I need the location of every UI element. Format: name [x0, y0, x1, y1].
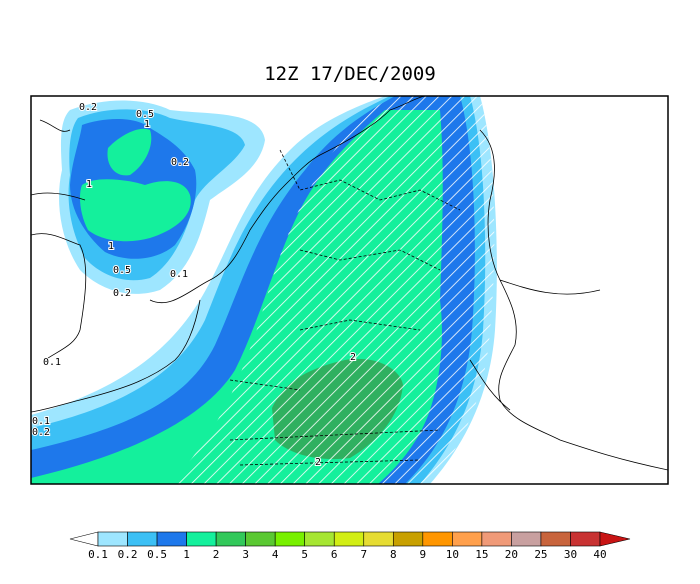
colorbar-label: 0.1 — [88, 548, 108, 561]
colorbar-under — [69, 531, 99, 547]
contour-label: 0.2 — [79, 102, 97, 113]
colorbar-box — [127, 531, 158, 547]
colorbar-over — [599, 531, 631, 547]
contour-label: 0.1 — [170, 269, 188, 280]
colorbar-label: 15 — [475, 548, 488, 561]
contour-label: 0.2 — [32, 427, 50, 438]
colorbar-box — [452, 531, 483, 547]
colorbar-box — [333, 531, 365, 547]
contour-label: 1 — [86, 179, 92, 190]
colorbar-label: 0.2 — [118, 548, 138, 561]
map-frame — [30, 95, 669, 485]
colorbar-label: 10 — [446, 548, 459, 561]
colorbar-box — [511, 531, 542, 547]
colorbar-label: 8 — [390, 548, 397, 561]
colorbar-box — [156, 531, 187, 547]
colorbar-label: 6 — [331, 548, 338, 561]
colorbar-box — [215, 531, 246, 547]
contour-label: 1 — [108, 241, 114, 252]
colorbar-label: 3 — [242, 548, 249, 561]
colorbar-box — [570, 531, 601, 547]
colorbar-box — [422, 531, 453, 547]
colorbar-label: 2 — [213, 548, 220, 561]
colorbar-label: 0.5 — [147, 548, 167, 561]
colorbar-label: 7 — [360, 548, 367, 561]
colorbar-box — [97, 531, 128, 547]
colorbar-label: 4 — [272, 548, 279, 561]
colorbar-box — [186, 531, 217, 547]
colorbar-label: 5 — [301, 548, 308, 561]
colorbar-label: 25 — [534, 548, 547, 561]
contour-label: 2 — [350, 352, 356, 363]
colorbar-label: 20 — [505, 548, 518, 561]
colorbar-box — [540, 531, 571, 547]
contour-label: 0.2 — [171, 157, 189, 168]
contour-label: 0.2 — [113, 288, 131, 299]
colorbar-box — [363, 531, 394, 547]
colorbar-label: 9 — [420, 548, 427, 561]
colorbar-label: 40 — [593, 548, 606, 561]
colorbar-box — [392, 531, 424, 547]
contour-label: 0.5 — [113, 265, 131, 276]
map: 0.2 0.5 1 0.2 1 1 0.5 0.1 0.2 0.1 0.1 0.… — [31, 96, 668, 484]
contour-label: 0.5 — [136, 109, 154, 120]
contour-label: 0.1 — [43, 357, 61, 368]
colorbar-label: 30 — [564, 548, 577, 561]
colorbar: 0.1 0.2 0.5 1 2 3 4 5 6 7 8 9 10 15 20 25 30 40 — [69, 531, 631, 561]
colorbar-box — [481, 531, 512, 547]
colorbar-box — [274, 531, 306, 547]
colorbar-box — [245, 531, 276, 547]
contour-label: 1 — [144, 119, 150, 130]
colorbar-label: 1 — [183, 548, 190, 561]
map-title: 12Z 17/DEC/2009 — [264, 63, 436, 85]
contour-label: 2 — [315, 457, 321, 468]
contour-label: 0.1 — [32, 416, 50, 427]
colorbar-box — [304, 531, 335, 547]
